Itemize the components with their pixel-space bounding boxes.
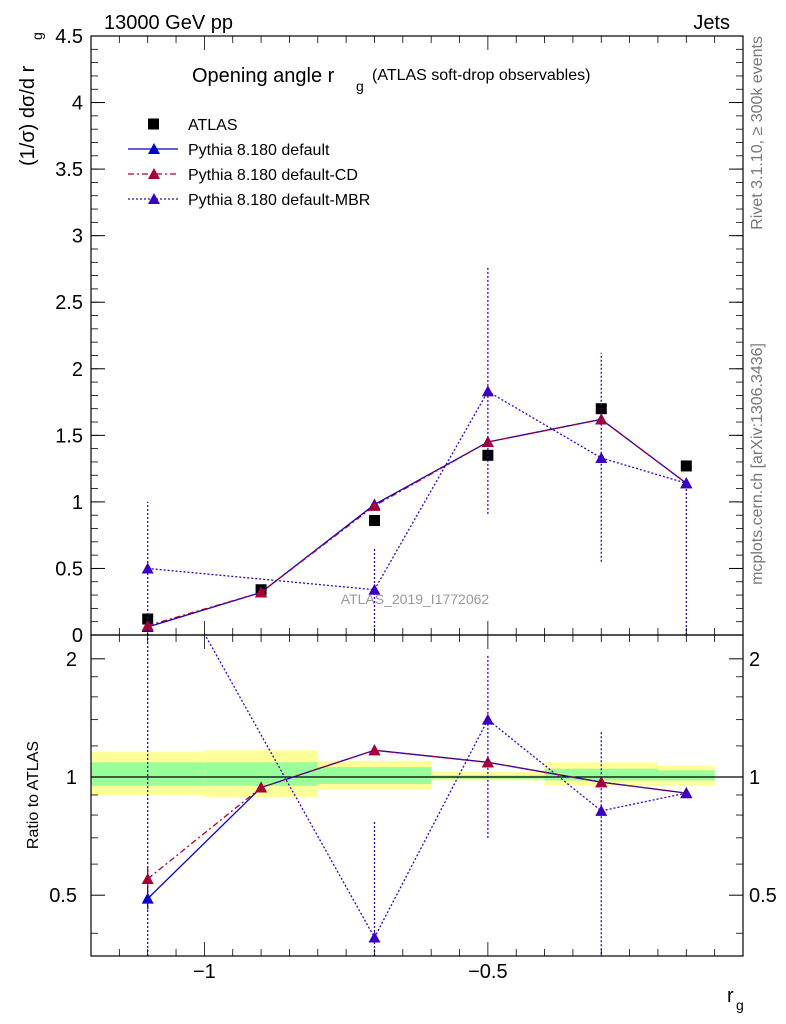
analysis-watermark: ATLAS_2019_I1772062 [341, 591, 490, 607]
ratio-pythia-8-180-default-cd-point [368, 744, 381, 756]
ratio-frame [90, 634, 744, 957]
legend-pythia-8-180-default-label: Pythia 8.180 default [188, 142, 330, 159]
ratio-ylabel: Ratio to ATLAS [25, 741, 42, 849]
ratio-bands-layer [91, 750, 743, 797]
ratio-pythia-8-180-default-mbr-point [680, 787, 693, 799]
main-ytick-label: 4.5 [55, 26, 83, 48]
x-tick-label: −0.5 [468, 961, 507, 983]
atlas-data-point [142, 613, 154, 625]
plot-title-suffix: (ATLAS soft-drop observables) [372, 67, 590, 84]
legend-atlas-label: ATLAS [188, 117, 238, 134]
atlas-data-point [482, 449, 494, 461]
ratio-pythia-8-180-default-cd-line [147, 749, 687, 880]
legend-atlas-marker [148, 118, 159, 130]
plot-title-sub: g [356, 78, 364, 94]
legend-pythia-8-180-default-marker [148, 143, 160, 154]
atlas-data-point [680, 460, 692, 472]
header-left: 13000 GeV pp [104, 12, 233, 34]
ratio-ytick-label: 1 [66, 767, 77, 789]
main-ytick-label: 1.5 [55, 425, 83, 447]
ratio-pythia-8-180-default-mbr-point [481, 713, 494, 725]
series-pythia-8-180-default-mbr-point [141, 562, 154, 574]
ratio-series-layer [141, 635, 693, 956]
ratio-ytick-label-right: 0.5 [749, 885, 777, 907]
main-ytick-label: 3 [72, 226, 83, 248]
main-ylabel-text: (1/σ) dσ/d r [17, 65, 39, 166]
x-axis-label-text: r [727, 985, 734, 1007]
series-pythia-8-180-default-mbr-point [481, 385, 494, 397]
series-pythia-8-180-default-cd-line [147, 418, 687, 627]
plot-title-main: Opening angle r [192, 65, 335, 87]
legend: ATLAS Pythia 8.180 default Pythia 8.180 de… [128, 117, 370, 209]
x-tick-label: −1 [193, 961, 216, 983]
main-ylabel-sub: g [29, 32, 45, 40]
header-right: Jets [693, 12, 730, 34]
series-pythia-8-180-default-mbr-point [680, 477, 693, 489]
series-pythia-8-180-default-cd-point [595, 413, 608, 425]
ratio-pythia-8-180-default-mbr-line [204, 635, 687, 939]
legend-pythia-8-180-default-cd-label: Pythia 8.180 default-CD [188, 167, 358, 184]
main-ytick-label: 0 [72, 625, 83, 647]
x-axis-label-sub: g [736, 997, 744, 1013]
ratio-pythia-8-180-default-mbr-point [595, 804, 608, 816]
ratio-band-inner [317, 767, 432, 784]
main-ytick-label: 1 [72, 492, 83, 514]
ratio-pythia-8-180-default-cd-point [255, 781, 268, 793]
mcplots-label: mcplots.cern.ch [arXiv:1306.3436] [749, 343, 766, 585]
main-ytick-label: 0.5 [55, 558, 83, 580]
x-axis-label: r g [727, 985, 744, 1013]
main-ytick-label: 3.5 [55, 159, 83, 181]
main-ylabel: (1/σ) dσ/d r g [17, 32, 45, 166]
main-series-layer [141, 266, 693, 635]
atlas-data-point [368, 515, 380, 527]
legend-pythia-8-180-default-mbr-marker [148, 193, 160, 204]
ratio-band-inner [657, 770, 715, 781]
main-ytick-label: 2 [72, 359, 83, 381]
series-pythia-8-180-default-mbr-point [595, 451, 608, 463]
main-ytick-label: 4 [72, 93, 83, 115]
ratio-band-inner [204, 762, 318, 786]
main-axes: 0 0.5 1 1.5 2 2.5 3 3.5 4 4.5 [55, 26, 744, 647]
ratio-ytick-label-right: 1 [749, 767, 760, 789]
rivet-label: Rivet 3.1.10, ≥ 300k events [749, 36, 766, 230]
series-pythia-8-180-default-cd-point [368, 499, 381, 511]
ratio-ytick-label: 0.5 [49, 885, 77, 907]
plot-title: Opening angle r g (ATLAS soft-drop obser… [192, 65, 590, 94]
ratio-pythia-8-180-default-mbr-point [368, 931, 381, 943]
ratio-ytick-label: 2 [66, 649, 77, 671]
legend-pythia-8-180-default-mbr-label: Pythia 8.180 default-MBR [188, 192, 370, 209]
ratio-ytick-label-right: 2 [749, 649, 760, 671]
ratio-band-inner [544, 768, 658, 781]
series-pythia-8-180-default-cd-point [255, 586, 268, 598]
series-pythia-8-180-default-mbr-point [368, 583, 381, 595]
main-ytick-label: 2.5 [55, 292, 83, 314]
ratio-axes: 0.5 0.5 1 1 2 2 −1 −0.5 [49, 634, 777, 983]
legend-pythia-8-180-default-cd-marker [148, 168, 160, 179]
